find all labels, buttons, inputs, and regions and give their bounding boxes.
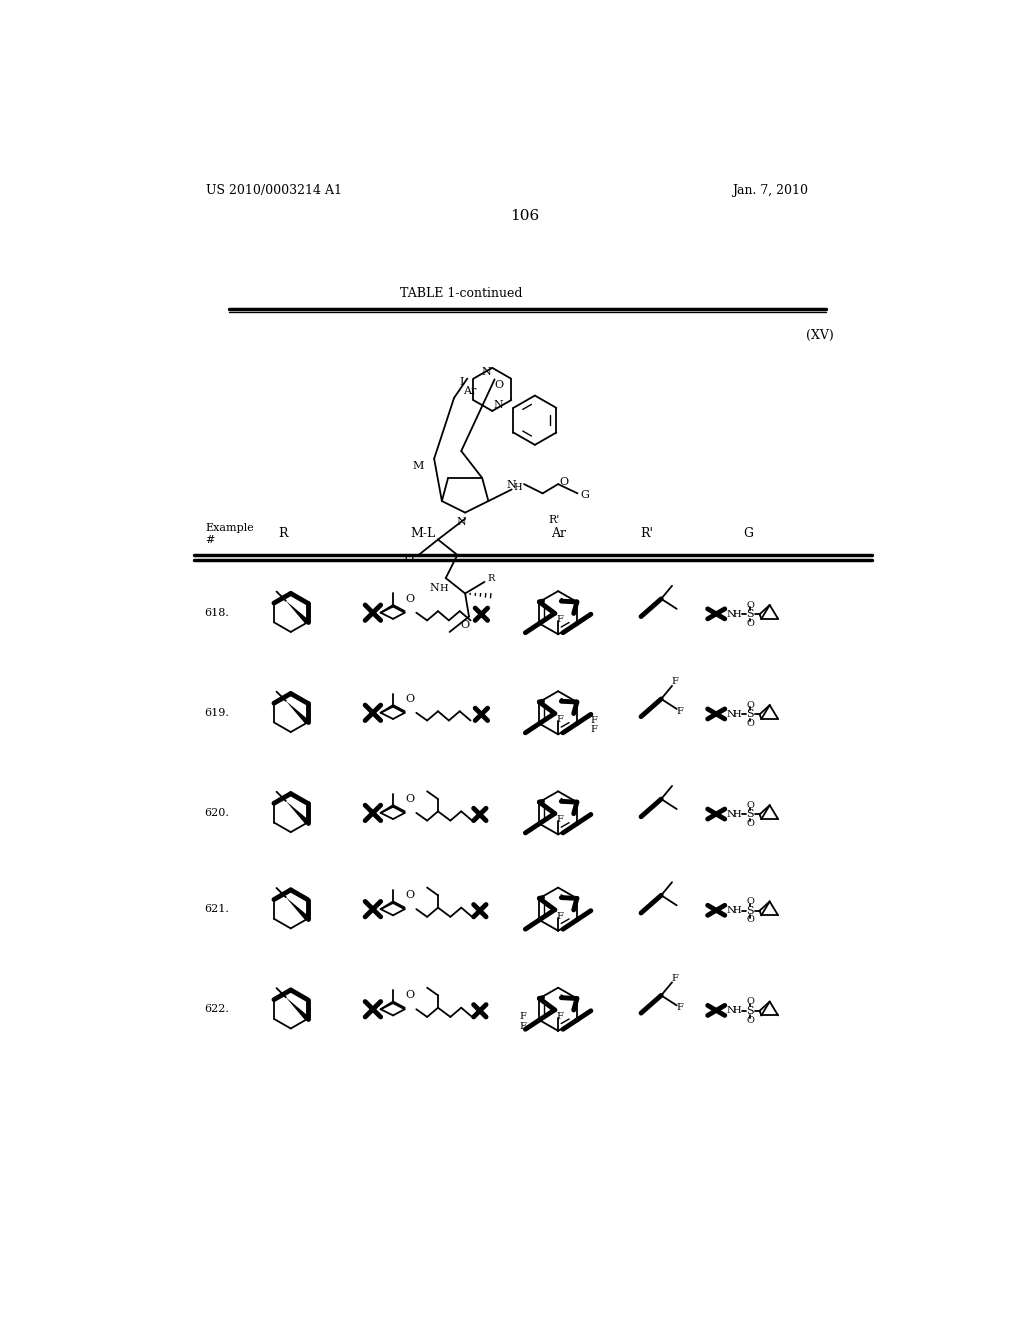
Polygon shape xyxy=(286,898,309,920)
Text: O: O xyxy=(746,916,755,924)
Text: 620.: 620. xyxy=(204,808,228,818)
Text: G: G xyxy=(743,527,753,540)
Text: Ar: Ar xyxy=(551,527,565,540)
Text: N: N xyxy=(507,480,516,490)
Text: O: O xyxy=(560,477,569,487)
Polygon shape xyxy=(286,701,309,725)
Text: H: H xyxy=(733,610,741,619)
Text: S: S xyxy=(746,610,754,619)
Text: 621.: 621. xyxy=(204,904,228,915)
Text: N: N xyxy=(726,907,735,915)
Text: O: O xyxy=(746,898,755,906)
Text: F: F xyxy=(591,715,597,725)
Text: G: G xyxy=(581,490,590,500)
Text: N: N xyxy=(726,610,735,619)
Text: H: H xyxy=(513,483,522,491)
Text: F: F xyxy=(519,1022,526,1031)
Text: H: H xyxy=(733,1006,741,1015)
Text: R: R xyxy=(487,574,495,582)
Text: O: O xyxy=(406,990,415,1001)
Text: 618.: 618. xyxy=(204,607,228,618)
Text: Ar: Ar xyxy=(463,385,476,396)
Text: H: H xyxy=(439,583,447,593)
Text: S: S xyxy=(746,1006,754,1016)
Text: (XV): (XV) xyxy=(806,329,834,342)
Text: H: H xyxy=(733,907,741,915)
Text: N: N xyxy=(481,367,490,376)
Text: O: O xyxy=(406,890,415,900)
Text: TABLE 1-continued: TABLE 1-continued xyxy=(400,286,522,300)
Text: O: O xyxy=(404,554,413,564)
Text: O: O xyxy=(746,619,755,628)
Text: O: O xyxy=(746,801,755,809)
Text: 106: 106 xyxy=(510,209,540,223)
Text: F: F xyxy=(591,725,597,734)
Text: O: O xyxy=(461,620,470,630)
Text: S: S xyxy=(746,809,754,820)
Text: R: R xyxy=(279,527,288,540)
Text: F: F xyxy=(556,816,563,824)
Text: F: F xyxy=(671,974,678,983)
Text: Example: Example xyxy=(206,523,254,533)
Text: N: N xyxy=(429,583,439,593)
Text: N: N xyxy=(726,710,735,719)
Text: 619.: 619. xyxy=(204,708,228,718)
Text: O: O xyxy=(406,795,415,804)
Text: H: H xyxy=(733,810,741,818)
Text: N: N xyxy=(494,400,504,409)
Text: O: O xyxy=(746,701,755,710)
Text: O: O xyxy=(746,820,755,828)
Text: #: # xyxy=(206,535,215,545)
Text: H: H xyxy=(733,710,741,719)
Text: 622.: 622. xyxy=(204,1005,228,1014)
Text: O: O xyxy=(406,694,415,704)
Text: I: I xyxy=(460,378,464,388)
Polygon shape xyxy=(286,601,309,624)
Text: F: F xyxy=(556,1011,563,1020)
Text: O: O xyxy=(746,719,755,729)
Text: R': R' xyxy=(549,515,560,525)
Text: F: F xyxy=(677,706,683,715)
Polygon shape xyxy=(286,801,309,825)
Text: N: N xyxy=(726,1006,735,1015)
Text: O: O xyxy=(406,594,415,603)
Text: US 2010/0003214 A1: US 2010/0003214 A1 xyxy=(206,185,341,197)
Text: S: S xyxy=(746,906,754,916)
Text: F: F xyxy=(519,1012,526,1022)
Text: N: N xyxy=(726,810,735,818)
Text: O: O xyxy=(746,1015,755,1024)
Text: M: M xyxy=(413,462,424,471)
Text: F: F xyxy=(677,1003,683,1012)
Polygon shape xyxy=(286,998,309,1020)
Text: R': R' xyxy=(641,527,653,540)
Text: M-L: M-L xyxy=(410,527,435,540)
Text: F: F xyxy=(556,715,563,725)
Text: O: O xyxy=(746,997,755,1006)
Text: O: O xyxy=(494,380,503,389)
Text: N: N xyxy=(457,517,466,527)
Text: S: S xyxy=(746,709,754,719)
Text: F: F xyxy=(556,912,563,920)
Text: F: F xyxy=(556,615,563,624)
Text: F: F xyxy=(671,677,678,686)
Text: O: O xyxy=(746,601,755,610)
Text: Jan. 7, 2010: Jan. 7, 2010 xyxy=(732,185,809,197)
